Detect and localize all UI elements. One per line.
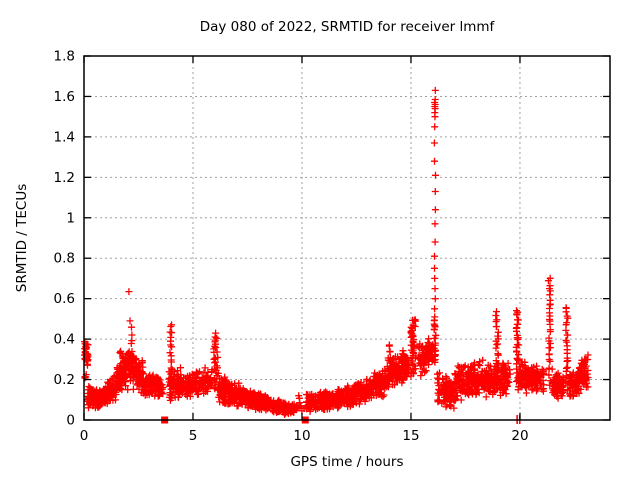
y-tick-label: 0 bbox=[66, 413, 75, 429]
x-tick-label: 10 bbox=[293, 428, 310, 444]
y-tick-label: 0.8 bbox=[54, 251, 75, 267]
y-tick-label: 1 bbox=[66, 210, 75, 226]
y-tick-label: 1.8 bbox=[54, 49, 75, 65]
x-axis-label: GPS time / hours bbox=[290, 454, 403, 470]
x-tick-label: 20 bbox=[511, 428, 528, 444]
y-tick-label: 1.4 bbox=[54, 129, 75, 145]
y-tick-label: 0.6 bbox=[54, 291, 75, 307]
y-tick-label: 0.2 bbox=[54, 372, 75, 388]
plot-border bbox=[83, 55, 611, 421]
chart-title: Day 080 of 2022, SRMTID for receiver lmm… bbox=[200, 19, 496, 35]
y-tick-label: 1.2 bbox=[54, 170, 75, 186]
y-tick-label: 0.4 bbox=[54, 332, 75, 348]
y-axis-label: SRMTID / TECUs bbox=[14, 184, 30, 292]
x-tick-label: 5 bbox=[189, 428, 198, 444]
scatter-points bbox=[81, 86, 592, 418]
x-tick-label: 15 bbox=[402, 428, 419, 444]
x-tick-label: 0 bbox=[80, 428, 89, 444]
y-tick-label: 1.6 bbox=[54, 89, 75, 105]
